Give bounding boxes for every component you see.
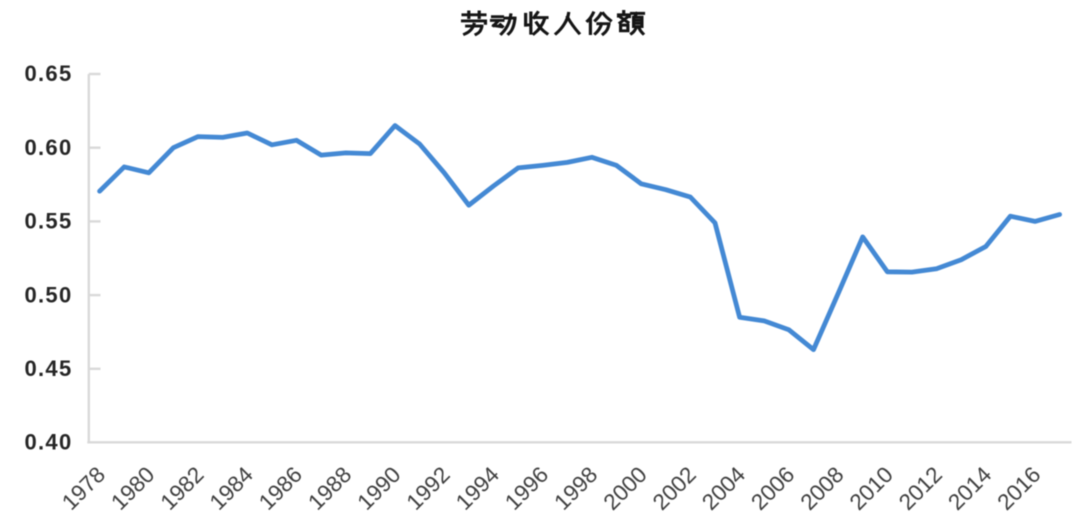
svg-text:0.50: 0.50: [24, 282, 72, 307]
svg-text:0.40: 0.40: [24, 430, 72, 455]
svg-text:0.55: 0.55: [24, 209, 72, 234]
svg-text:0.65: 0.65: [24, 61, 72, 86]
svg-text:0.60: 0.60: [24, 135, 72, 160]
svg-text:0.45: 0.45: [24, 356, 72, 381]
